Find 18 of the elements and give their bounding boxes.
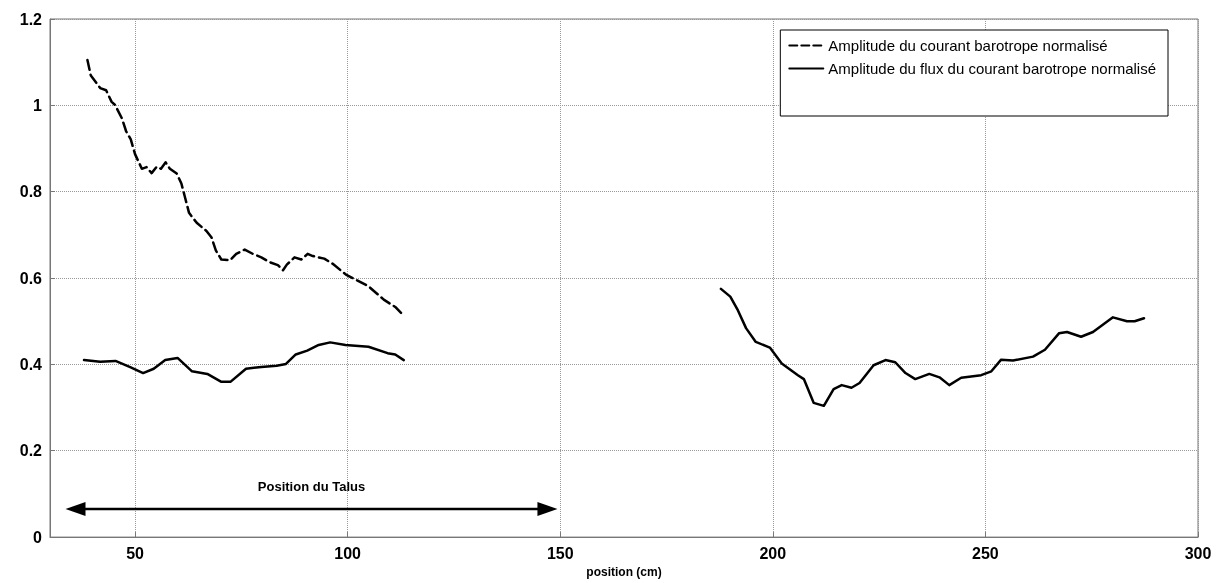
legend-label: Amplitude du flux du courant barotrope normalisé	[828, 60, 1156, 77]
y-tick-label: 0	[33, 528, 43, 546]
legend-label: Amplitude du courant barotrope normalisé	[828, 37, 1108, 54]
y-tick-label: 0.4	[19, 355, 43, 373]
y-tick-label: 1	[33, 96, 43, 114]
y-tick-label: 0.2	[19, 442, 43, 460]
x-tick-label: 300	[1184, 544, 1212, 562]
annotation: Position du Talus	[257, 479, 366, 495]
x-tick-label: 150	[546, 544, 574, 562]
x-tick-label: 100	[334, 544, 362, 562]
x-tick-label: 250	[972, 544, 999, 562]
y-tick-label: 0.6	[19, 269, 43, 287]
x-axis-title: position (cm)	[586, 565, 662, 579]
x-tick-label: 50	[126, 544, 145, 562]
y-tick-label: 0.8	[19, 183, 43, 201]
y-tick-label: 1.2	[19, 10, 43, 28]
x-tick-label: 200	[759, 544, 787, 562]
line-series	[86, 58, 405, 317]
